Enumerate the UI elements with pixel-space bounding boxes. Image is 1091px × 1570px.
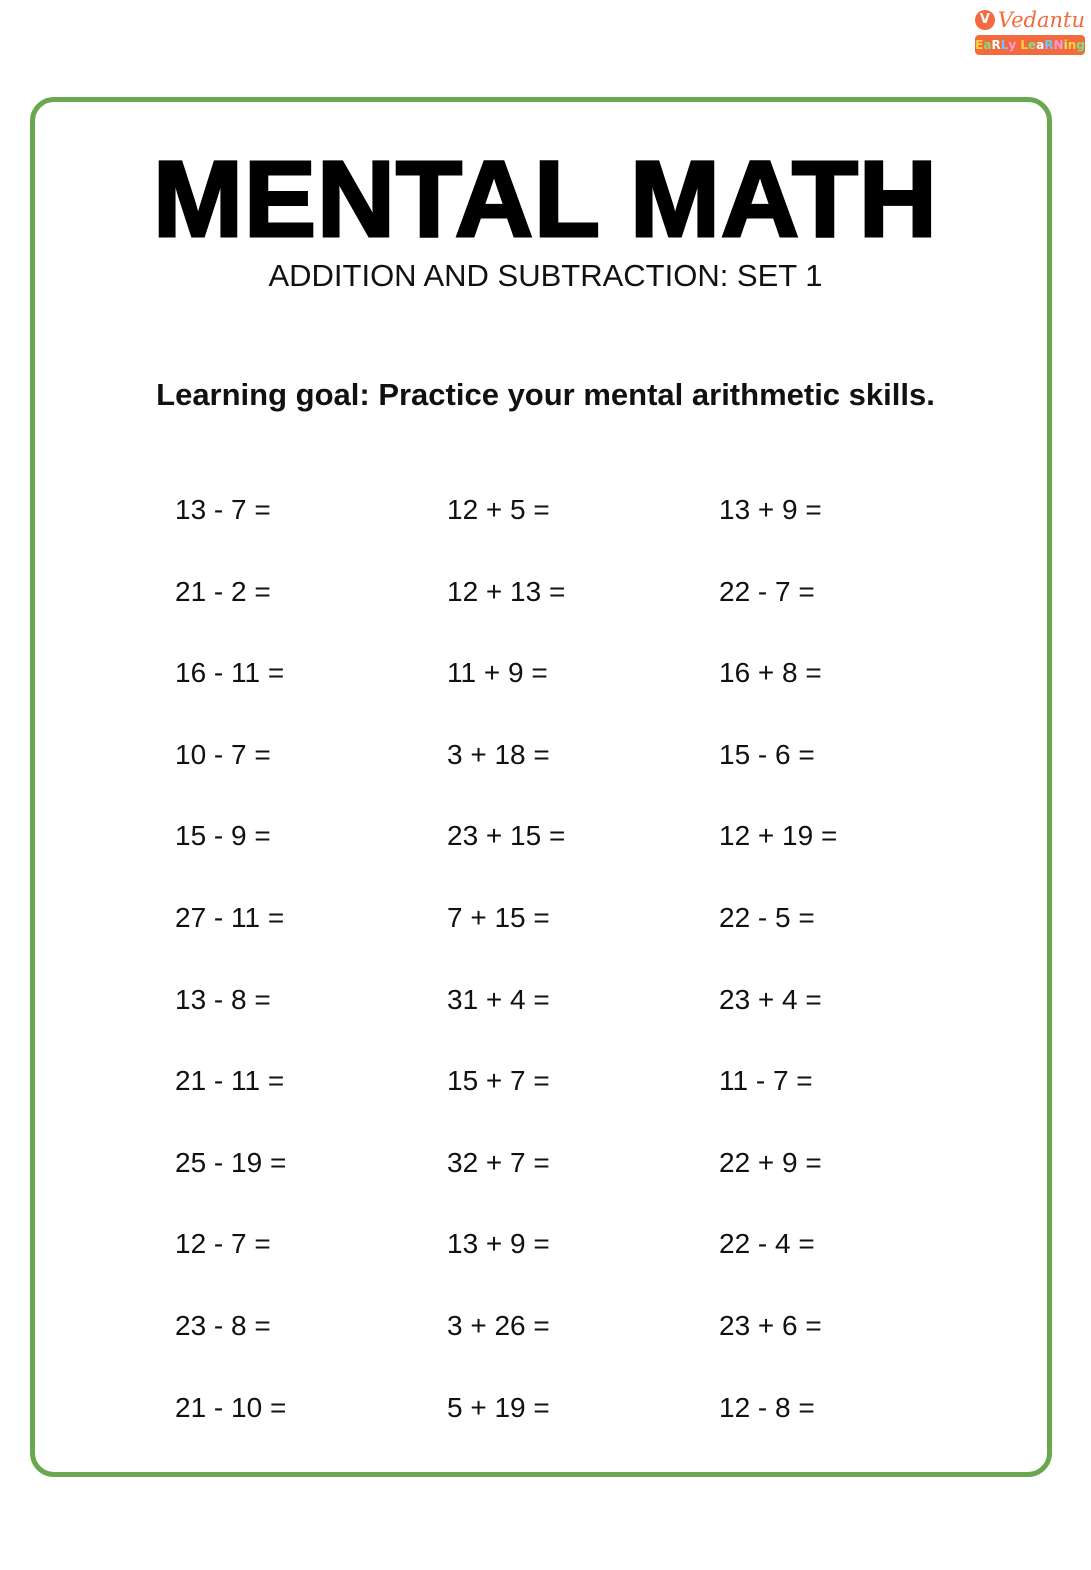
math-problem: 3 + 18 = bbox=[447, 738, 550, 770]
math-problem: 16 - 11 = bbox=[175, 657, 285, 689]
math-problem: 21 - 10 = bbox=[175, 1391, 287, 1423]
page-subtitle: ADDITION AND SUBTRACTION: SET 1 bbox=[268, 258, 823, 293]
math-problem: 31 + 4 = bbox=[447, 983, 550, 1015]
math-problem: 16 + 8 = bbox=[719, 657, 822, 689]
math-problem: 10 - 7 = bbox=[175, 738, 271, 770]
math-problem: 25 - 19 = bbox=[175, 1146, 287, 1178]
math-problem: 15 + 7 = bbox=[447, 1065, 550, 1097]
math-problem: 11 - 7 = bbox=[719, 1065, 813, 1097]
page-title: MENTAL MATH bbox=[152, 138, 939, 259]
vedantu-v-icon: V bbox=[975, 10, 995, 30]
math-problem: 3 + 26 = bbox=[447, 1309, 550, 1341]
math-problem: 23 + 4 = bbox=[719, 983, 822, 1015]
math-problem: 12 - 8 = bbox=[719, 1391, 815, 1423]
math-problem: 22 - 4 = bbox=[719, 1228, 815, 1260]
worksheet-border bbox=[30, 97, 1052, 1477]
math-problem: 5 + 19 = bbox=[447, 1391, 550, 1423]
math-problem: 13 + 9 = bbox=[719, 494, 822, 525]
math-problem: 32 + 7 = bbox=[447, 1146, 550, 1178]
logo-brand-text: Vedantu bbox=[997, 8, 1085, 32]
problem-grid: 13 - 7 = 12 + 5 = 13 + 9 = 21 - 2 = 12 + 13 … bbox=[175, 490, 991, 1469]
math-problem: 21 - 11 = bbox=[175, 1065, 285, 1097]
math-problem: 13 + 9 = bbox=[447, 1228, 550, 1260]
math-problem: 21 - 2 = bbox=[175, 575, 271, 607]
math-problem: 22 - 5 = bbox=[719, 901, 815, 933]
math-problem: 12 + 13 = bbox=[447, 575, 566, 607]
math-problem: 23 + 15 = bbox=[447, 820, 566, 852]
math-problem: 7 + 15 = bbox=[447, 901, 550, 933]
learning-goal: Learning goal: Practice your mental arit… bbox=[156, 377, 935, 412]
math-problem: 23 - 8 = bbox=[175, 1309, 271, 1341]
math-problem: 22 - 7 = bbox=[719, 575, 815, 607]
math-problem: 12 - 7 = bbox=[175, 1228, 271, 1260]
math-problem: 12 + 19 = bbox=[719, 820, 838, 852]
logo-brand: V Vedantu bbox=[975, 8, 1085, 32]
math-problem: 11 + 9 = bbox=[447, 657, 548, 689]
math-problem: 12 + 5 = bbox=[447, 494, 550, 525]
math-problem: 15 - 6 = bbox=[719, 738, 815, 770]
math-problem: 22 + 9 = bbox=[719, 1146, 822, 1178]
math-problem: 13 - 8 = bbox=[175, 983, 271, 1015]
math-problem: 15 - 9 = bbox=[175, 820, 271, 852]
math-problem: 27 - 11 = bbox=[175, 901, 285, 933]
math-problem: 23 + 6 = bbox=[719, 1309, 822, 1341]
math-problem: 13 - 7 = bbox=[175, 494, 271, 525]
